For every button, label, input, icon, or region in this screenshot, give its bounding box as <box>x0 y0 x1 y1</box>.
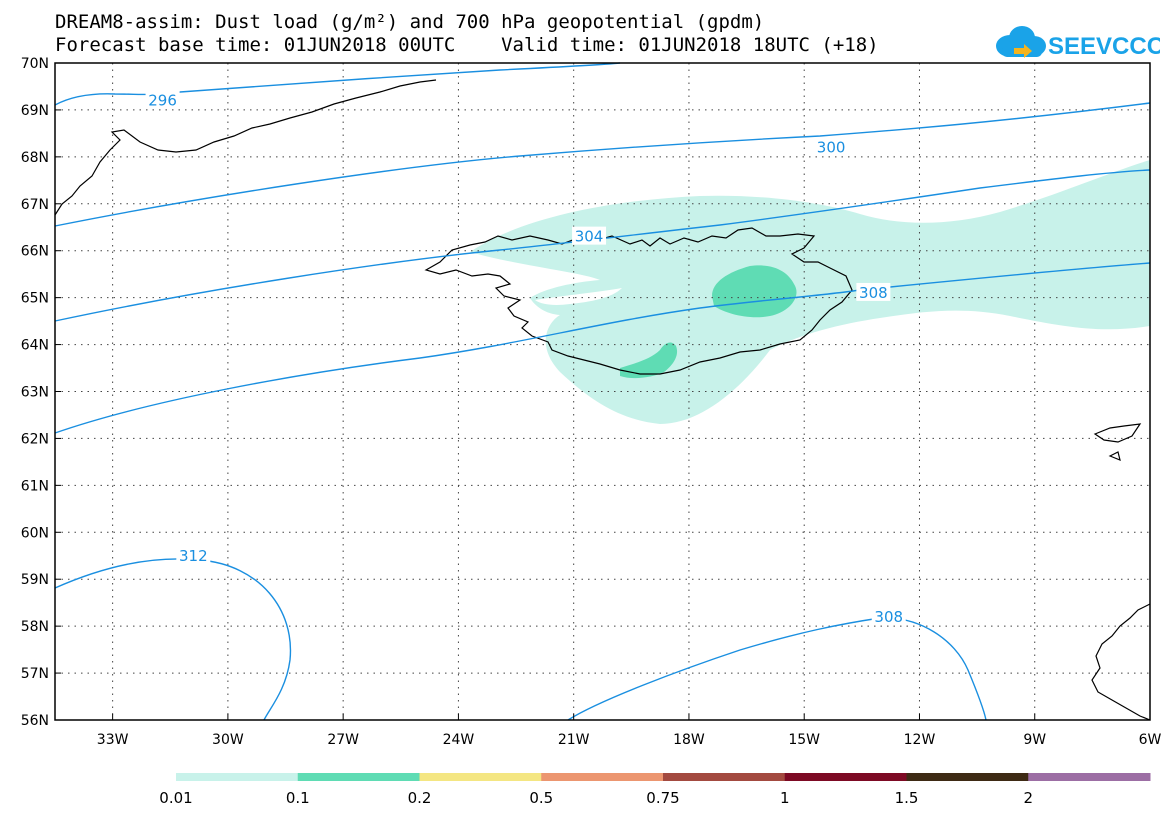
lat-tick-label: 66N <box>21 244 49 260</box>
lat-tick-label: 57N <box>21 666 49 682</box>
colorbar-label: 0.2 <box>408 789 432 807</box>
colorbar-segment <box>176 773 299 781</box>
lat-tick-label: 60N <box>21 525 49 541</box>
lat-tick-label: 65N <box>21 291 49 307</box>
contour-308-south <box>567 617 987 721</box>
contour-label: 312 <box>179 547 208 565</box>
contour-label: 296 <box>148 92 177 110</box>
lat-tick-label: 61N <box>21 478 49 494</box>
contour-labels: 296 300 304 308 312 308 <box>145 90 906 626</box>
lat-tick-label: 67N <box>21 197 49 213</box>
lon-tick-label: 21W <box>558 732 590 748</box>
contour-label: 300 <box>817 138 846 156</box>
lon-tick-label: 9W <box>1023 732 1046 748</box>
colorbar-label: 1.5 <box>895 789 919 807</box>
colorbar-label: 0.01 <box>159 789 192 807</box>
lon-tick-label: 12W <box>904 732 936 748</box>
lat-tick-label: 68N <box>21 150 49 166</box>
colorbar-segment <box>784 773 907 781</box>
contour-304 <box>54 169 1151 322</box>
colorbar-label: 1 <box>780 789 790 807</box>
colorbar-label: 0.75 <box>646 789 679 807</box>
lon-tick-label: 15W <box>788 732 820 748</box>
contour-label-bg <box>572 226 607 245</box>
contour-308-north <box>54 262 1151 434</box>
lon-tick-label: 27W <box>327 732 359 748</box>
contour-label: 308 <box>874 608 903 626</box>
colorbar-segment <box>906 773 1029 781</box>
colorbar-segment <box>297 773 420 781</box>
map-gridlines <box>55 63 1150 720</box>
contour-label-bg <box>176 545 211 564</box>
lat-tick-label: 63N <box>21 385 49 401</box>
greenland-coastline <box>54 79 437 216</box>
contour-300 <box>54 102 1151 227</box>
lon-tick-label: 33W <box>97 732 129 748</box>
axis-labels: 33W 30W 27W 24W 21W 18W 15W 12W 9W 6W 70N 69N 68N 67N… <box>21 56 1162 748</box>
colorbar-segment <box>419 773 542 781</box>
contour-label-bg <box>145 90 180 109</box>
lat-tick-label: 69N <box>21 103 49 119</box>
lat-tick-label: 64N <box>21 338 49 354</box>
colorbar: 0.01 0.1 0.2 0.5 0.75 1 1.5 2 <box>159 773 1151 807</box>
contour-296 <box>54 62 621 106</box>
colorbar-segment <box>663 773 786 781</box>
geopotential-contours <box>54 62 1151 721</box>
contour-label: 308 <box>859 284 888 302</box>
faroe-islands <box>1093 423 1142 461</box>
lon-tick-label: 6W <box>1139 732 1162 748</box>
scotland-coastline <box>1091 603 1151 721</box>
lon-tick-label: 24W <box>443 732 475 748</box>
lat-tick-label: 62N <box>21 431 49 447</box>
lat-tick-label: 58N <box>21 619 49 635</box>
logo-text: SEEVCCC <box>1048 33 1160 60</box>
lon-tick-label: 30W <box>212 732 244 748</box>
seevccc-logo: SEEVCCC <box>996 26 1160 60</box>
colorbar-label: 0.1 <box>286 789 310 807</box>
dust-layer-low <box>470 160 1150 424</box>
cloud-icon <box>996 26 1046 58</box>
map-title-line1: DREAM8-assim: Dust load (g/m²) and 700 h… <box>55 11 765 33</box>
colorbar-segment <box>541 773 664 781</box>
contour-label-bg <box>871 606 906 625</box>
lat-tick-label: 56N <box>21 713 49 729</box>
colorbar-label: 2 <box>1023 789 1033 807</box>
lat-tick-label: 70N <box>21 56 49 72</box>
lat-tick-label: 59N <box>21 572 49 588</box>
contour-label: 304 <box>575 228 604 246</box>
contour-label-bg <box>814 137 849 156</box>
contour-label-bg <box>856 282 891 301</box>
lon-tick-label: 18W <box>673 732 705 748</box>
colorbar-segment <box>1028 773 1151 781</box>
contour-312 <box>54 558 292 721</box>
colorbar-label: 0.5 <box>529 789 553 807</box>
map-title-line2: Forecast base time: 01JUN2018 00UTC Vali… <box>55 34 879 56</box>
